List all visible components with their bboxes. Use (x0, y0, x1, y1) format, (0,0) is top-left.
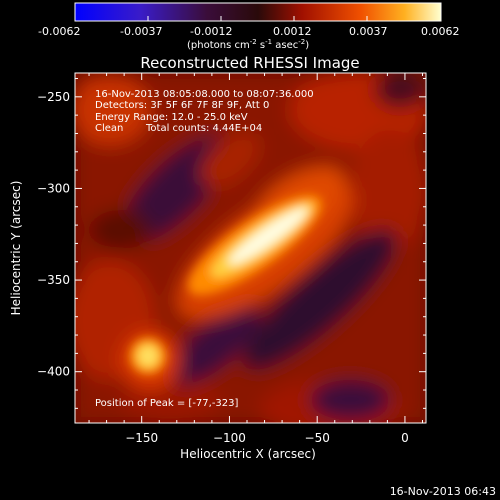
y-tick-label: −400 (37, 365, 70, 379)
x-tick-label: −100 (213, 431, 246, 445)
annotation-detectors: Detectors: 3F 5F 6F 7F 8F 9F, Att 0 (95, 100, 269, 111)
x-tick-label: 0 (401, 431, 409, 445)
colorbar-units: (photons cm-2 s-1 asec-2) (187, 38, 309, 51)
colorbar-tick-label: -0.0037 (120, 25, 162, 38)
heatmap-image (75, 73, 426, 423)
peak-position-label: Position of Peak = [-77,-323] (95, 398, 239, 409)
colorbar-tick-label: 0.0012 (273, 25, 312, 38)
annotations: 16-Nov-2013 08:05:08.000 to 08:07:36.000… (95, 89, 314, 409)
colorbar-tick-label: -0.0012 (190, 25, 232, 38)
y-tick-label: −300 (37, 181, 70, 195)
colorbar-tick-label: -0.0062 (38, 25, 80, 38)
annotation-energy: Energy Range: 12.0 - 25.0 keV (95, 112, 248, 123)
y-axis-label: Heliocentric Y (arcsec) (9, 181, 23, 316)
y-tick-label: −350 (37, 273, 70, 287)
colorbar-tick-label: 0.0037 (349, 25, 388, 38)
chart-title: Reconstructed RHESSI Image (140, 54, 359, 72)
plot-frame (74, 72, 427, 424)
colorbar-ticks (74, 16, 442, 21)
annotation-time: 16-Nov-2013 08:05:08.000 to 08:07:36.000 (95, 89, 314, 100)
footer-date: 16-Nov-2013 06:43 (389, 485, 496, 498)
x-tick-label: −50 (305, 431, 330, 445)
annotation-clean: Clean (95, 123, 123, 134)
x-axis-label: Heliocentric X (arcsec) (180, 447, 316, 461)
colorbar-tick-label: 0.0062 (421, 25, 460, 38)
annotation-counts: Total counts: 4.44E+04 (145, 123, 262, 134)
x-tick-label: −150 (125, 431, 158, 445)
axis-ticks (75, 73, 426, 423)
colorbar (74, 2, 442, 22)
axis-tick-labels: −150 −100 −50 0 −250 −300 −350 −400 (37, 90, 409, 445)
y-tick-label: −250 (37, 90, 70, 104)
